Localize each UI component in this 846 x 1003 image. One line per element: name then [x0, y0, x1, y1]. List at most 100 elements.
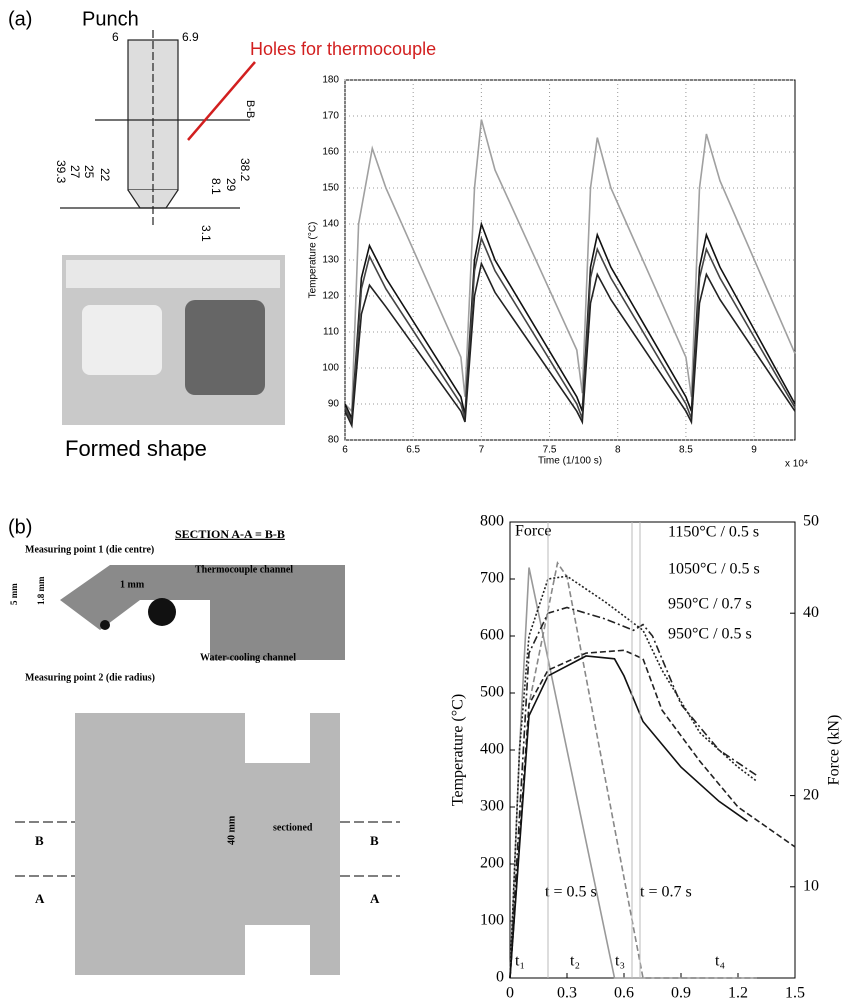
series-line — [344, 261, 796, 429]
y-tick-label: 700 — [480, 570, 504, 587]
dim: 6 — [112, 30, 119, 44]
x-axis-label: Time (1/100 s) — [538, 456, 602, 467]
y-tick-label: 300 — [480, 798, 504, 815]
y-tick-label: 100 — [480, 912, 504, 929]
callout: Holes for thermocouple — [250, 39, 436, 59]
chart: 0 100 200 300 400 500 600 700 800 0 0.3 0.6 0.9 1.2 1.… — [449, 513, 842, 1003]
chart: 80 90 100 110 120 130 140 150 160 170 180 6 6.5 7 7.5 8… — [308, 75, 809, 470]
annotation: 1050°C / 0.5 s — [668, 561, 760, 578]
section-title: SECTION A-A = B-B — [175, 527, 285, 541]
hole — [148, 598, 176, 626]
series-line — [509, 655, 748, 979]
series-line — [344, 221, 796, 422]
y-tick-label: 130 — [322, 255, 339, 266]
annotation: 950°C / 0.5 s — [668, 626, 752, 643]
y2-tick-label: 20 — [803, 786, 819, 803]
dim: 39.3 — [54, 160, 68, 184]
dim: 22 — [98, 168, 112, 182]
note: 1 mm — [120, 579, 145, 590]
y2-tick-label: 50 — [803, 513, 819, 530]
y-tick-label: 80 — [328, 435, 340, 446]
dim: B-B — [244, 100, 256, 118]
annotation: Force — [515, 523, 551, 540]
panel-title: Punch — [82, 8, 139, 30]
y-tick-label: 800 — [480, 513, 504, 530]
notch — [245, 925, 310, 975]
note: Measuring point 1 (die centre) — [25, 544, 154, 555]
x-tick-label: 7 — [479, 445, 485, 456]
axis-multiplier: x 10⁴ — [785, 459, 808, 470]
y-tick-label: 140 — [322, 219, 339, 230]
notch — [245, 713, 310, 763]
y-tick-label: 600 — [480, 627, 504, 644]
y-tick-label: 400 — [480, 741, 504, 758]
y-axis-label: Temperature (°C) — [449, 694, 466, 806]
x-tick-label: 0.3 — [557, 985, 577, 1002]
die-section — [60, 565, 345, 660]
x-tick-label: 1.5 — [785, 985, 805, 1002]
note: 1.8 mm — [36, 576, 46, 605]
dim: 8.1 — [209, 178, 223, 195]
x-tick-label: 0.9 — [671, 985, 691, 1002]
note: sectioned — [273, 822, 313, 833]
punch-drawing — [60, 30, 250, 225]
y2-tick-label: 40 — [803, 604, 819, 621]
dim: 25 — [82, 165, 96, 179]
annotation: t₃ — [615, 953, 625, 970]
annotation: t₁ — [515, 953, 525, 970]
caption: Formed shape — [65, 436, 207, 461]
y-tick-label: 90 — [328, 399, 340, 410]
hole — [100, 620, 110, 630]
y-tick-label: 170 — [322, 111, 339, 122]
x-tick-label: 0.6 — [614, 985, 634, 1002]
y-tick-label: 0 — [496, 969, 504, 986]
note: 40 mm — [226, 815, 237, 845]
y-tick-label: 100 — [322, 363, 339, 374]
y-tick-label: 120 — [322, 291, 339, 302]
x-tick-label: 9 — [751, 445, 757, 456]
y2-axis-label: Force (kN) — [826, 715, 843, 786]
x-tick-label: 8.5 — [679, 445, 693, 456]
y-tick-label: 150 — [322, 183, 339, 194]
annotation: 1150°C / 0.5 s — [668, 524, 759, 541]
dim: 6.9 — [182, 30, 199, 44]
callout-arrow — [187, 61, 256, 141]
series-line — [509, 567, 757, 979]
cut-label: A — [35, 891, 45, 906]
y-tick-label: 180 — [322, 75, 339, 86]
x-tick-label: 8 — [615, 445, 621, 456]
annotation: t₂ — [570, 953, 580, 970]
series-line — [509, 649, 796, 979]
series-line — [344, 119, 796, 414]
ruler — [66, 260, 280, 288]
x-tick-label: 7.5 — [543, 445, 557, 456]
x-tick-label: 1.2 — [728, 985, 748, 1002]
sample — [82, 305, 162, 375]
x-tick-label: 6.5 — [406, 445, 420, 456]
series-line — [344, 235, 796, 426]
annotation: t₄ — [715, 953, 725, 970]
y-axis-label: Temperature (°C) — [308, 222, 319, 299]
dim: 29 — [224, 178, 238, 192]
annotation: t = 0.5 s — [545, 884, 597, 901]
y-tick-label: 200 — [480, 855, 504, 872]
panel-label: (b) — [8, 516, 32, 538]
y-tick-label: 500 — [480, 684, 504, 701]
cut-label: B — [35, 833, 44, 848]
y2-tick-label: 10 — [803, 877, 819, 894]
note: Thermocouple channel — [195, 564, 293, 575]
y-tick-label: 160 — [322, 147, 339, 158]
series-line — [509, 575, 758, 979]
annotation: t = 0.7 s — [640, 884, 692, 901]
annotation: 950°C / 0.7 s — [668, 596, 752, 613]
dim: 38.2 — [238, 158, 252, 182]
y-tick-label: 110 — [323, 327, 339, 338]
x-tick-label: 0 — [506, 985, 514, 1002]
note: 5 mm — [9, 583, 19, 605]
series-line — [509, 606, 758, 979]
cut-label: A — [370, 891, 380, 906]
note: Measuring point 2 (die radius) — [25, 672, 155, 683]
dim: 3.1 — [199, 225, 213, 242]
x-tick-label: 6 — [342, 445, 348, 456]
sample — [185, 300, 265, 395]
